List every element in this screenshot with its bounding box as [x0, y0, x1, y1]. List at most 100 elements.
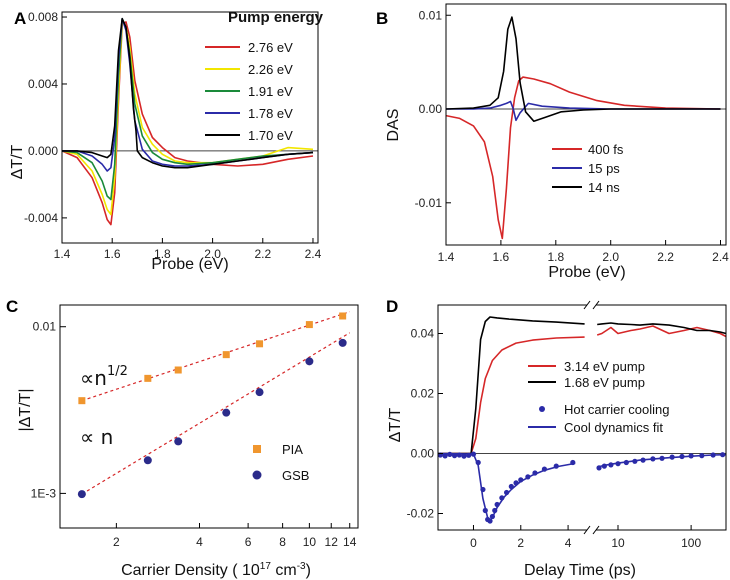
panel-d-series-3-14-ev-pump-segment [438, 336, 585, 455]
panel-c-legend-entry-pia: PIA [282, 442, 303, 457]
panel-b-legend-entry-15-ps: 15 ps [588, 161, 620, 176]
panel-c-point-gsb [338, 338, 347, 347]
panel-a-y-axis-label: ΔT/T [9, 144, 26, 179]
panel-d-x-tick-label: 2 [517, 536, 524, 550]
panel-c-point-gsb [143, 456, 152, 465]
panel-b-x-tick-label: 2.0 [602, 250, 619, 264]
panel-c-x-tick-label: 8 [279, 535, 286, 549]
panel-d-y-tick-label: 0.02 [411, 387, 435, 401]
panel-b-x-tick-label: 2.2 [657, 250, 674, 264]
panel-c-legend-swatch-gsb [252, 470, 262, 480]
panel-d-legend-swatch-hot-carrier-cooling [539, 406, 545, 412]
panel-a-x-tick-label: 1.4 [54, 247, 71, 261]
panel-b-legend-entry-400-fs: 400 fs [588, 142, 624, 157]
panel-d-x-tick-label: 100 [681, 536, 701, 550]
panel-d-x-tick-label: 4 [565, 536, 572, 550]
panel-d-axis-break-top [587, 303, 596, 310]
panel-b-x-tick-label: 1.8 [547, 250, 564, 264]
panel-a-series-1-70-ev [62, 17, 314, 169]
panel-a-legend-entry-1-91-ev: 1.91 eV [248, 84, 293, 99]
panel-c-point-gsb [255, 388, 264, 397]
panel-a-y-tick-label: 0.008 [28, 10, 58, 24]
panel-d-point-hot-carrier-cooling [461, 453, 467, 459]
panel-a-x-tick-label: 1.6 [104, 247, 121, 261]
panel-c-point-pia [144, 374, 152, 382]
panel-d-y-tick-label: 0.04 [411, 327, 435, 341]
panel-a-legend: 2.76 eV 2.26 eV 1.91 eV 1.78 eV 1.70 eV [205, 40, 293, 143]
panel-b-plot-area: 1.4 1.6 1.8 2.0 2.2 2.4 -0.01 0.00 0.01 [415, 3, 729, 264]
panel-c-x-tick-label: 4 [196, 535, 203, 549]
panel-a-legend-entry-1-70-ev: 1.70 eV [248, 128, 293, 143]
panel-d-frame [437, 304, 727, 531]
panel-d-axis-break-bottom [587, 526, 596, 534]
panel-c-point-pia [78, 397, 86, 405]
panel-b-y-tick-label: 0.00 [419, 102, 443, 116]
panel-d-legend-entry-3-14-ev-pump: 3.14 eV pump [564, 359, 645, 374]
panel-c-legend-swatch-pia [253, 445, 261, 453]
panel-d-legend-entry-cool-dynamics-fit: Cool dynamics fit [564, 420, 663, 435]
panel-a-legend-entry-1-78-ev: 1.78 eV [248, 106, 293, 121]
panel-a-series-1-91-ev [61, 17, 314, 201]
panel-b-series-15-ps [446, 100, 721, 122]
panel-b-legend-entry-14-ns: 14 ns [588, 180, 620, 195]
panel-b-legend: 400 fs 15 ps 14 ns [552, 142, 624, 195]
panel-d-break-mark [592, 300, 600, 310]
panel-a-frame [61, 11, 319, 244]
panel-c-label: C [6, 297, 18, 316]
panel-b-y-axis-label: DAS [385, 109, 402, 142]
panel-d-legend-entry-hot-carrier-cooling: Hot carrier cooling [564, 402, 670, 417]
panel-c-plot-area: 2 4 6 8 10 12 14 1E-3 0.01 [31, 304, 359, 549]
panel-b-x-axis-label: Probe (eV) [548, 264, 625, 281]
panel-c-x-axis-label: Carrier Density ( 1017 cm-3) [121, 561, 311, 579]
panel-a-legend-title: Pump energy [228, 9, 324, 26]
panel-a-label: A [14, 9, 26, 28]
panel-c-x-tick-label: 10 [303, 535, 317, 549]
panel-d-series-1-68-ev-pump-segment [597, 322, 727, 335]
panel-b-y-tick-label: 0.01 [419, 8, 443, 22]
panel-c-point-gsb [305, 357, 314, 366]
panel-b-x-tick-label: 1.4 [438, 250, 455, 264]
panel-c-y-tick-label: 1E-3 [31, 486, 57, 500]
panel-a-x-tick-label: 1.8 [154, 247, 171, 261]
panel-d-x-tick-label: 10 [611, 536, 625, 550]
panel-c-point-gsb [222, 408, 231, 417]
panel-d-break-mark [583, 300, 591, 310]
panel-d-y-tick-label: 0.00 [411, 447, 435, 461]
panel-a-x-tick-label: 2.2 [254, 247, 271, 261]
panel-c-annotation-sqrt-n: ∝n1/2 [80, 364, 128, 390]
panel-a-x-axis-label: Probe (eV) [151, 256, 228, 273]
panel-c-point-gsb [174, 437, 183, 446]
panel-d-series-cool-dynamics-fit-segment [437, 452, 576, 522]
panel-c-fit-line-gsb [81, 332, 351, 495]
panel-b-series-400-fs [445, 76, 721, 240]
panel-c-y-axis-label: |ΔT/T| [17, 389, 34, 432]
panel-c-x-tick-label: 2 [113, 535, 120, 549]
panel-a-x-tick-label: 2.0 [204, 247, 221, 261]
panel-c-y-tick-label: 0.01 [33, 320, 57, 334]
panel-d-x-tick-label: 0 [470, 536, 477, 550]
panel-d-legend-entry-1-68-ev-pump: 1.68 eV pump [564, 375, 645, 390]
panel-c-fit-line-pia [81, 311, 350, 402]
panel-d-y-tick-label: -0.02 [407, 507, 435, 521]
panel-a-series-2-76-ev [61, 21, 314, 226]
panel-d-y-axis-label: ΔT/T [387, 407, 404, 442]
panel-b-x-tick-label: 2.4 [712, 250, 729, 264]
panel-c-legend: PIA GSB [252, 442, 309, 483]
panel-c-point-pia [174, 366, 182, 374]
panel-b-frame [445, 3, 727, 246]
panel-c: C |ΔT/T| Carrier Density ( 1017 cm-3) 2 4… [6, 297, 359, 579]
panel-d-plot-area: 0 2 4 10 100 -0.02 0.00 0.02 0.04 [407, 300, 727, 550]
panel-c-x-tick-label: 14 [343, 535, 357, 549]
panel-a: A ΔT/T Probe (eV) 1.4 1.6 1.8 2.0 2.2 2.4 -0.0… [9, 9, 324, 273]
panel-d-series-1-68-ev-pump-segment [438, 316, 585, 455]
panel-a-legend-entry-2-76-ev: 2.76 eV [248, 40, 293, 55]
panel-a-y-tick-label: 0.004 [28, 77, 58, 91]
panel-c-frame [59, 304, 359, 529]
panel-c-x-tick-label: 6 [245, 535, 252, 549]
panel-d-point-hot-carrier-cooling [442, 453, 448, 459]
panel-b: B DAS Probe (eV) 1.4 1.6 1.8 2.0 2.2 2.4 -0.01… [376, 3, 729, 281]
panel-a-legend-entry-2-26-ev: 2.26 eV [248, 62, 293, 77]
panel-c-x-tick-label: 12 [325, 535, 339, 549]
